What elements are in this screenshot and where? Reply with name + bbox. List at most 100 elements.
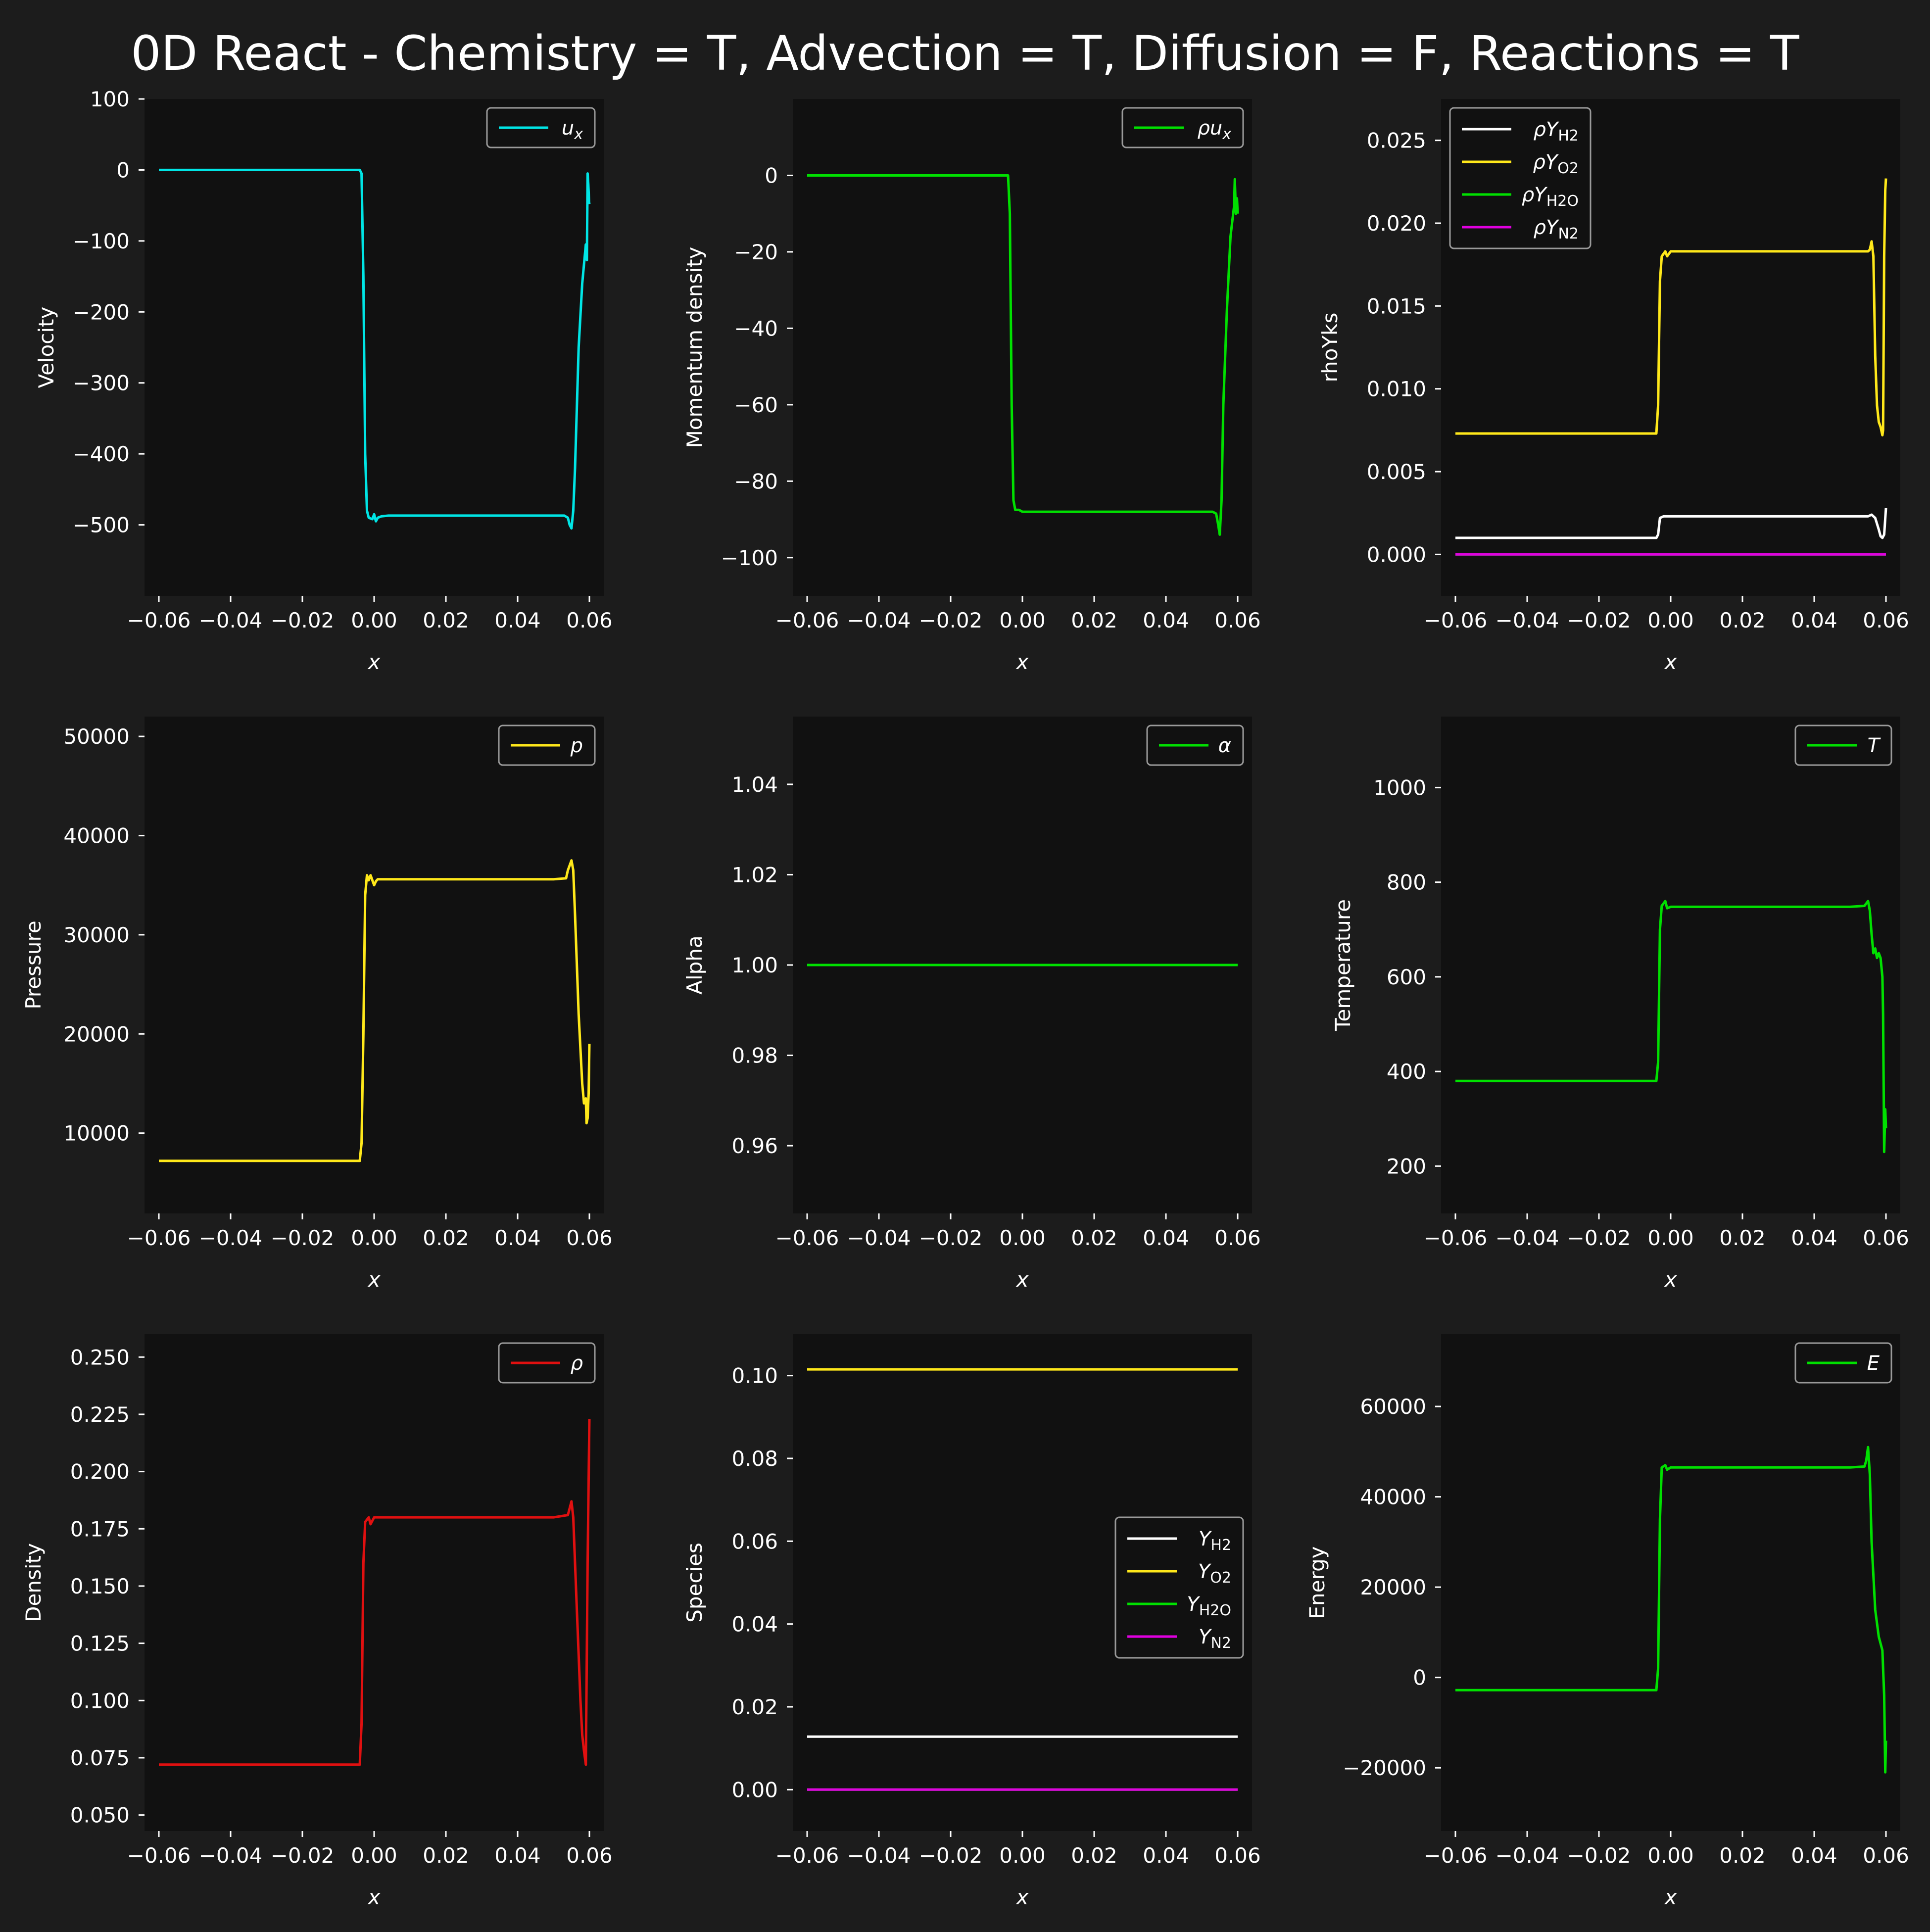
- y-tick-label: 600: [1387, 965, 1426, 989]
- y-tick-label: 0: [116, 158, 130, 182]
- x-axis-label: x: [1015, 1885, 1029, 1909]
- legend: YH2 YO2 YH2O YN2: [1114, 1516, 1244, 1659]
- legend-label: ρux: [1197, 117, 1231, 143]
- y-tick-label: −60: [734, 393, 778, 417]
- x-tick-label: −0.06: [1424, 608, 1488, 632]
- x-tick-label: −0.02: [919, 608, 983, 632]
- x-tick-label: −0.06: [775, 608, 839, 632]
- x-tick-label: 0.02: [423, 1226, 469, 1250]
- y-tick-label: 0.025: [1367, 129, 1426, 153]
- legend: ρYH2 ρYO2 ρYH2O ρYN2: [1449, 107, 1592, 249]
- y-tick-label: −100: [721, 546, 778, 570]
- legend-frame: [1449, 107, 1592, 249]
- x-tick-label: 0.04: [494, 1226, 541, 1250]
- plot-area: [145, 99, 604, 596]
- legend-label: ρYO2: [1533, 151, 1579, 177]
- y-tick-label: 0.250: [70, 1345, 130, 1369]
- legend: ρ: [498, 1342, 596, 1384]
- y-tick-label: 0.175: [70, 1517, 130, 1541]
- y-tick-label: 0.02: [731, 1695, 778, 1719]
- y-tick-label: 10000: [63, 1121, 130, 1146]
- x-tick-label: −0.02: [1567, 1226, 1631, 1250]
- y-tick-label: −40: [734, 316, 778, 340]
- subplot-7: −0.06 −0.04 −0.02 0.00 0.02 0.04 0.06 0.050 0.07…: [21, 1334, 613, 1909]
- y-tick-label: 0.100: [70, 1689, 130, 1713]
- x-tick-label: −0.06: [775, 1843, 839, 1868]
- y-tick-label: 0.98: [731, 1044, 778, 1068]
- legend-label: ρYH2O: [1522, 184, 1579, 210]
- y-tick-label: 40000: [1360, 1485, 1426, 1509]
- y-tick-label: 0.08: [731, 1447, 778, 1471]
- x-tick-label: −0.02: [1567, 1843, 1631, 1868]
- x-tick-label: −0.04: [199, 608, 263, 632]
- y-axis-label: Species: [682, 1543, 707, 1623]
- x-tick-label: −0.04: [1496, 608, 1559, 632]
- x-tick-label: −0.06: [1424, 1226, 1488, 1250]
- y-tick-label: −400: [73, 442, 130, 466]
- legend-label: ρYH2: [1534, 118, 1579, 145]
- x-tick-label: 0.04: [1143, 1843, 1189, 1868]
- x-tick-label: −0.02: [271, 1226, 335, 1250]
- x-tick-label: 0.06: [1214, 1226, 1261, 1250]
- legend-label: ρYN2: [1534, 216, 1579, 242]
- y-tick-label: −100: [73, 229, 130, 253]
- x-tick-label: 0.00: [1647, 1843, 1694, 1868]
- legend-label: YH2O: [1187, 1593, 1231, 1619]
- legend: E: [1794, 1342, 1892, 1384]
- x-tick-label: −0.06: [775, 1226, 839, 1250]
- y-axis-label: Alpha: [682, 935, 707, 994]
- legend-label: T: [1868, 734, 1882, 757]
- y-tick-label: 1.02: [731, 863, 778, 887]
- x-tick-label: 0.06: [1863, 608, 1909, 632]
- x-tick-label: −0.06: [127, 608, 191, 632]
- y-tick-label: −20000: [1343, 1756, 1426, 1780]
- x-tick-label: −0.06: [1424, 1843, 1488, 1868]
- x-tick-label: −0.02: [271, 608, 335, 632]
- plot-area: [793, 99, 1252, 596]
- x-tick-label: 0.04: [1791, 1226, 1837, 1250]
- y-tick-label: −20: [734, 240, 778, 264]
- x-tick-label: −0.04: [847, 1226, 911, 1250]
- y-tick-label: 20000: [63, 1022, 130, 1046]
- x-axis-label: x: [367, 1885, 381, 1909]
- x-tick-label: 0.06: [566, 1226, 613, 1250]
- y-axis-label: Energy: [1305, 1546, 1329, 1619]
- x-tick-label: −0.04: [847, 608, 911, 632]
- x-tick-label: −0.02: [271, 1843, 335, 1868]
- x-tick-label: −0.06: [127, 1843, 191, 1868]
- y-axis-label: Temperature: [1331, 899, 1355, 1031]
- y-tick-label: −500: [73, 513, 130, 537]
- legend: ρux: [1121, 107, 1244, 148]
- x-tick-label: −0.02: [1567, 608, 1631, 632]
- x-tick-label: 0.02: [1719, 608, 1766, 632]
- subplot-2: −0.06 −0.04 −0.02 0.00 0.02 0.04 0.06 −100 −80 −6…: [682, 99, 1261, 674]
- x-tick-label: −0.04: [199, 1843, 263, 1868]
- x-tick-label: 0.00: [351, 1843, 397, 1868]
- plot-area: [145, 717, 604, 1213]
- y-tick-label: 40000: [63, 823, 130, 848]
- series-line: [1455, 1446, 1887, 1774]
- x-tick-label: 0.06: [566, 1843, 613, 1868]
- subplot-6: −0.06 −0.04 −0.02 0.00 0.02 0.04 0.06 200 400 600…: [1331, 717, 1909, 1292]
- y-axis-label: Pressure: [21, 920, 46, 1009]
- y-tick-label: 0.96: [731, 1134, 778, 1158]
- y-axis-label: rhoYks: [1318, 313, 1342, 383]
- x-tick-label: 0.04: [1143, 608, 1189, 632]
- x-tick-label: 0.04: [1791, 1843, 1837, 1868]
- x-tick-label: 0.06: [1214, 608, 1261, 632]
- x-tick-label: 0.06: [1863, 1226, 1909, 1250]
- y-tick-label: 400: [1387, 1060, 1426, 1084]
- x-tick-label: −0.04: [199, 1226, 263, 1250]
- y-tick-label: 1.00: [731, 953, 778, 977]
- y-tick-label: 0.075: [70, 1746, 130, 1770]
- x-tick-label: 0.04: [494, 1843, 541, 1868]
- legend: T: [1794, 724, 1892, 766]
- y-tick-label: −300: [73, 371, 130, 395]
- y-tick-label: 0.10: [731, 1364, 778, 1388]
- x-tick-label: 0.00: [351, 1226, 397, 1250]
- y-tick-label: 800: [1387, 870, 1426, 895]
- y-tick-label: 0.125: [70, 1632, 130, 1656]
- x-tick-label: 0.00: [1647, 608, 1694, 632]
